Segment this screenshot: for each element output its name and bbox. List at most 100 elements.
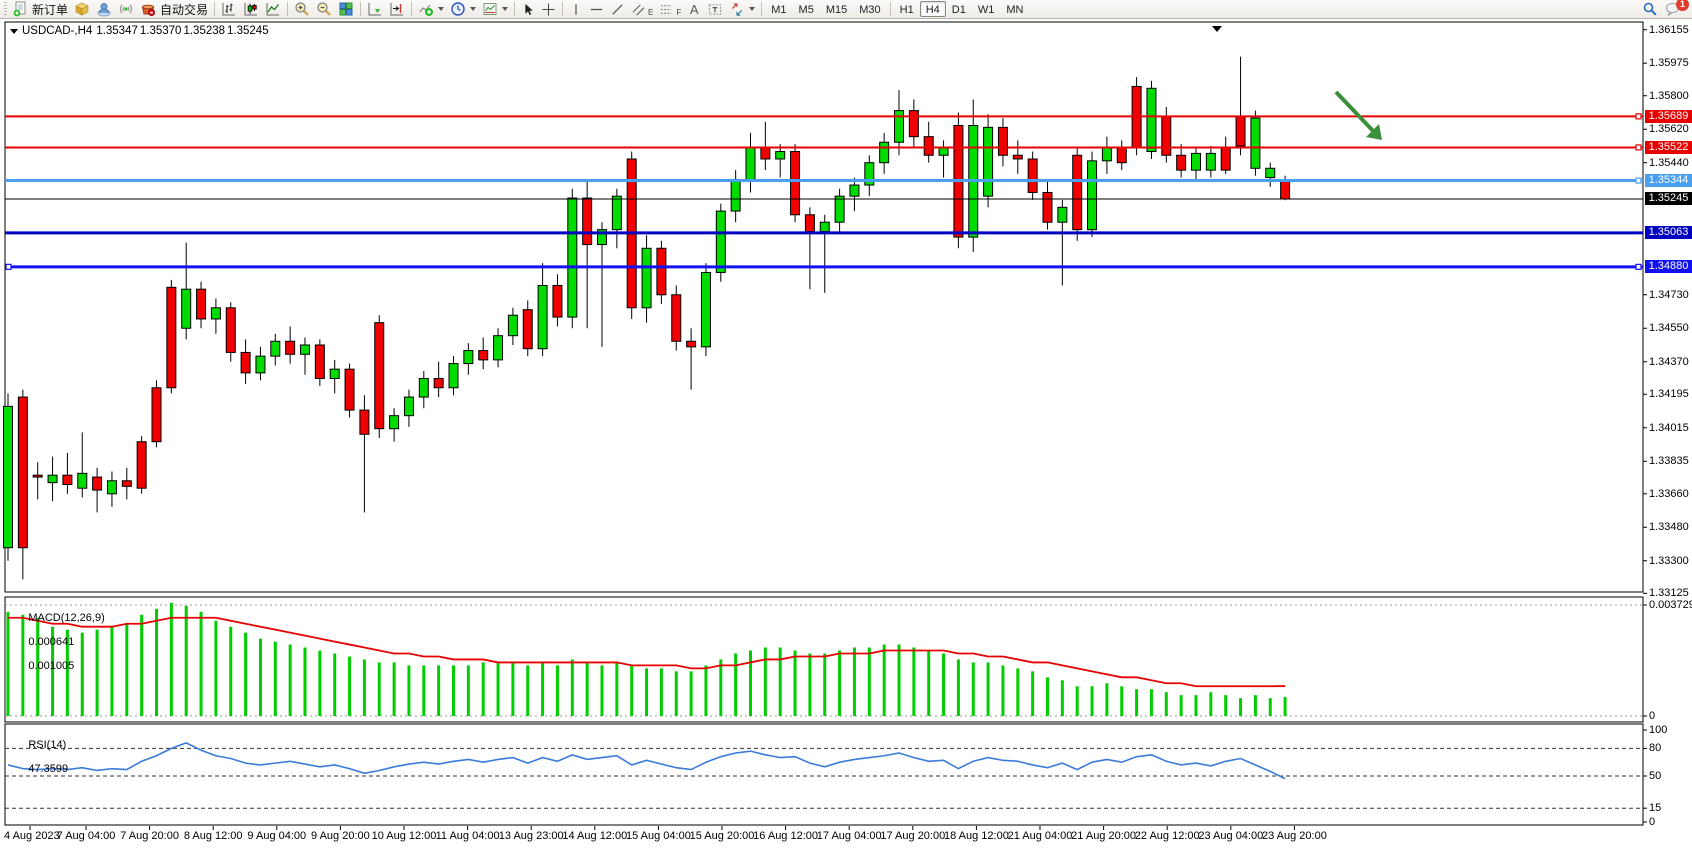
annotation-arrowhead[interactable] [1366, 124, 1382, 140]
candle-chart-mode-button[interactable] [240, 1, 262, 18]
chart-window: USDCAD-,H4 1.35347 1.35370 1.35238 1.352… [0, 20, 1692, 851]
text-label-tool-button[interactable] [704, 1, 726, 18]
timeframe-m5-button[interactable]: M5 [798, 4, 814, 16]
line-handle[interactable] [5, 263, 12, 270]
time-tick-label: 17 Aug 20:00 [880, 830, 946, 842]
toolbar-separator [514, 2, 516, 16]
trendline-tool-button[interactable] [607, 1, 628, 18]
macd-histogram [6, 602, 1287, 716]
timeframe-h1-button[interactable]: H1 [899, 4, 914, 16]
rsi-tick-label: 0 [1649, 816, 1656, 828]
timeframe-d1-button[interactable]: D1 [951, 4, 966, 16]
timeframe-group: M1 M5 M15 M30 H1 H4 D1 W1 MN [765, 1, 1029, 17]
fibonacci-icon [661, 4, 672, 14]
price-tick-label: 1.34550 [1649, 322, 1689, 335]
new-order-icon [13, 1, 26, 17]
time-tick-label: 22 Aug 12:00 [1134, 830, 1200, 842]
search-icon [1643, 2, 1657, 16]
rsi-name: RSI(14) [28, 739, 67, 751]
templates-dropdown-caret [502, 7, 509, 11]
arrows-icon [732, 2, 743, 16]
macd-value-main: 0.000641 [28, 636, 75, 648]
line-handle[interactable] [1635, 263, 1642, 270]
profile-button[interactable] [93, 1, 115, 18]
timeframe-m15-button[interactable]: M15 [825, 4, 848, 16]
new-order-label: 新订单 [32, 2, 69, 17]
price-tick-label: 1.33480 [1649, 521, 1689, 534]
level-price-tag: 1.34880 [1645, 260, 1692, 274]
clock-icon [451, 2, 465, 16]
crosshair-tool-button[interactable] [538, 1, 559, 18]
signal-button[interactable] [115, 1, 137, 18]
new-order-button[interactable]: 新订单 [9, 1, 71, 18]
zoom-out-button[interactable] [313, 1, 335, 18]
time-tick-label: 10 Aug 12:00 [371, 830, 437, 842]
time-tick-label: 15 Aug 20:00 [689, 830, 755, 842]
crosshair-icon [542, 2, 555, 16]
candlestick-chart-icon [244, 3, 258, 16]
level-price-tag: 1.35063 [1645, 226, 1692, 240]
toolbar-separator [562, 2, 564, 16]
text-tool-icon: A [689, 1, 699, 17]
price-tick-label: 1.36155 [1649, 23, 1689, 36]
time-tick-label: 9 Aug 20:00 [311, 830, 370, 842]
time-tick-label: 14 Aug 12:00 [562, 830, 628, 842]
time-tick-label: 4 Aug 2023 [4, 830, 60, 842]
zoom-in-button[interactable] [291, 1, 313, 18]
search-button[interactable] [1639, 1, 1661, 18]
profile-icon [97, 3, 111, 17]
tile-windows-button[interactable] [335, 1, 357, 18]
fibonacci-tool-button[interactable]: F [656, 1, 684, 18]
indicators-button[interactable] [415, 1, 447, 18]
macd-tick-label: 0.003729 [1649, 599, 1692, 611]
price-tick-label: 1.33835 [1649, 455, 1689, 468]
main-toolbar: 新订单 [0, 0, 1692, 19]
line-handle[interactable] [1635, 144, 1642, 151]
vertical-line-tool-button[interactable] [566, 1, 586, 18]
toolbar-separator [287, 2, 289, 16]
toolbar-grip[interactable] [4, 2, 7, 16]
bar-chart-icon [222, 3, 236, 16]
channel-glyph: E [648, 7, 654, 17]
price-tick-label: 1.34370 [1649, 355, 1689, 368]
timeframe-w1-button[interactable]: W1 [977, 4, 995, 16]
symbol-dropdown-icon[interactable] [10, 28, 18, 34]
cursor-tool-button[interactable] [518, 1, 538, 18]
auto-trading-button[interactable]: 自动交易 [137, 1, 211, 18]
chart-title: USDCAD-,H4 1.35347 1.35370 1.35238 1.352… [10, 25, 269, 37]
templates-button[interactable] [479, 1, 511, 18]
price-tick-label: 1.35975 [1649, 57, 1689, 70]
line-handle[interactable] [1635, 177, 1642, 184]
time-tick-label: 23 Aug 04:00 [1198, 830, 1264, 842]
level-price-tag: 1.35522 [1645, 140, 1692, 154]
auto-scroll-button[interactable] [364, 1, 386, 18]
price-tick-label: 1.33300 [1649, 554, 1689, 567]
channel-tool-button[interactable]: E [628, 1, 656, 18]
text-tool-button[interactable]: A [684, 1, 704, 18]
chart-shift-button[interactable] [386, 1, 408, 18]
chart-pane [4, 723, 1644, 826]
periods-button[interactable] [447, 1, 479, 18]
time-tick-label: 16 Aug 12:00 [753, 830, 819, 842]
line-chart-mode-button[interactable] [262, 1, 284, 18]
rsi-tick-label: 100 [1649, 724, 1668, 736]
level-price-tag: 1.35344 [1645, 174, 1692, 188]
line-handle[interactable] [1635, 113, 1642, 120]
bar-chart-mode-button[interactable] [218, 1, 240, 18]
time-tick-label: 8 Aug 12:00 [183, 830, 243, 842]
macd-indicator-label: MACD(12,26,9) 0.000641 0.001005 [10, 600, 104, 684]
annotation-arrow[interactable] [1334, 90, 1378, 136]
notifications-button[interactable]: 1 [1661, 0, 1689, 18]
text-label-icon [709, 3, 722, 15]
timeframe-h4-button[interactable]: H4 [919, 1, 946, 17]
arrows-tool-button[interactable] [726, 1, 758, 18]
market-watch-button[interactable] [71, 1, 93, 18]
horizontal-line-tool-button[interactable] [586, 1, 607, 18]
timeframe-mn-button[interactable]: MN [1006, 4, 1024, 16]
timeframe-m30-button[interactable]: M30 [859, 4, 881, 16]
timeframe-m1-button[interactable]: M1 [771, 4, 787, 16]
macd-tick-label: 0 [1649, 710, 1656, 722]
chart-canvas[interactable] [0, 20, 1692, 851]
price-tick-label: 1.33125 [1649, 587, 1689, 600]
